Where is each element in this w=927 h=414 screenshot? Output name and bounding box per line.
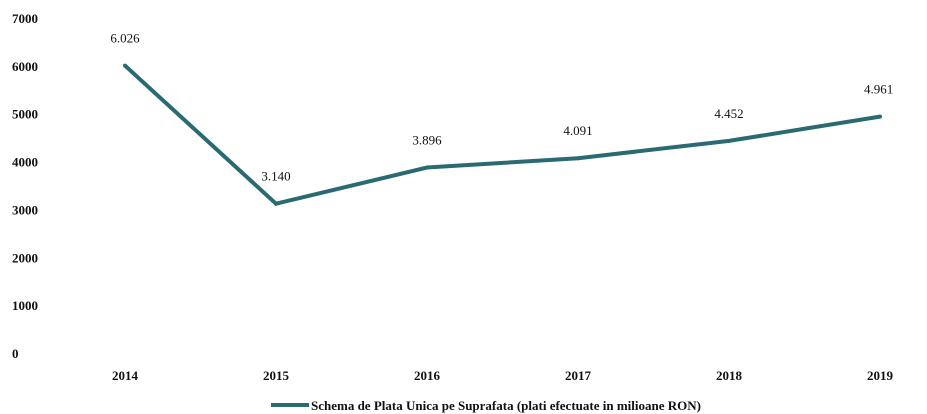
x-tick-label: 2019 [867, 368, 894, 383]
y-axis-ticks: 0 1000 2000 3000 4000 5000 6000 7000 [12, 11, 38, 361]
x-tick-label: 2014 [112, 368, 139, 383]
data-label: 4.452 [714, 106, 743, 121]
y-tick-label: 7000 [12, 11, 38, 26]
data-label: 4.091 [563, 123, 592, 138]
data-label: 3.896 [412, 133, 442, 148]
x-axis-ticks: 2014 2015 2016 2017 2018 2019 [112, 368, 894, 383]
x-tick-label: 2018 [716, 368, 743, 383]
data-label: 3.140 [261, 169, 290, 184]
x-tick-label: 2017 [565, 368, 592, 383]
y-tick-label: 5000 [12, 107, 38, 122]
legend-label: Schema de Plata Unica pe Suprafata (plat… [311, 398, 701, 413]
data-point [727, 138, 731, 143]
series-layer [123, 63, 882, 206]
x-tick-label: 2016 [414, 368, 441, 383]
legend: Schema de Plata Unica pe Suprafata (plat… [271, 398, 701, 413]
y-tick-label: 0 [12, 346, 19, 361]
data-point [425, 165, 429, 170]
data-point [576, 156, 580, 161]
data-point [274, 201, 278, 206]
data-labels: 6.026 3.140 3.896 4.091 4.452 4.961 [110, 31, 893, 184]
y-tick-label: 2000 [12, 250, 38, 265]
data-point [123, 63, 127, 68]
series-line [123, 64, 881, 206]
data-label: 6.026 [110, 31, 140, 46]
data-point [878, 114, 882, 119]
x-tick-label: 2015 [263, 368, 290, 383]
y-tick-label: 3000 [12, 202, 38, 217]
y-tick-label: 1000 [12, 298, 38, 313]
data-label: 4.961 [864, 82, 893, 97]
y-tick-label: 6000 [12, 59, 38, 74]
y-tick-label: 4000 [12, 155, 38, 170]
